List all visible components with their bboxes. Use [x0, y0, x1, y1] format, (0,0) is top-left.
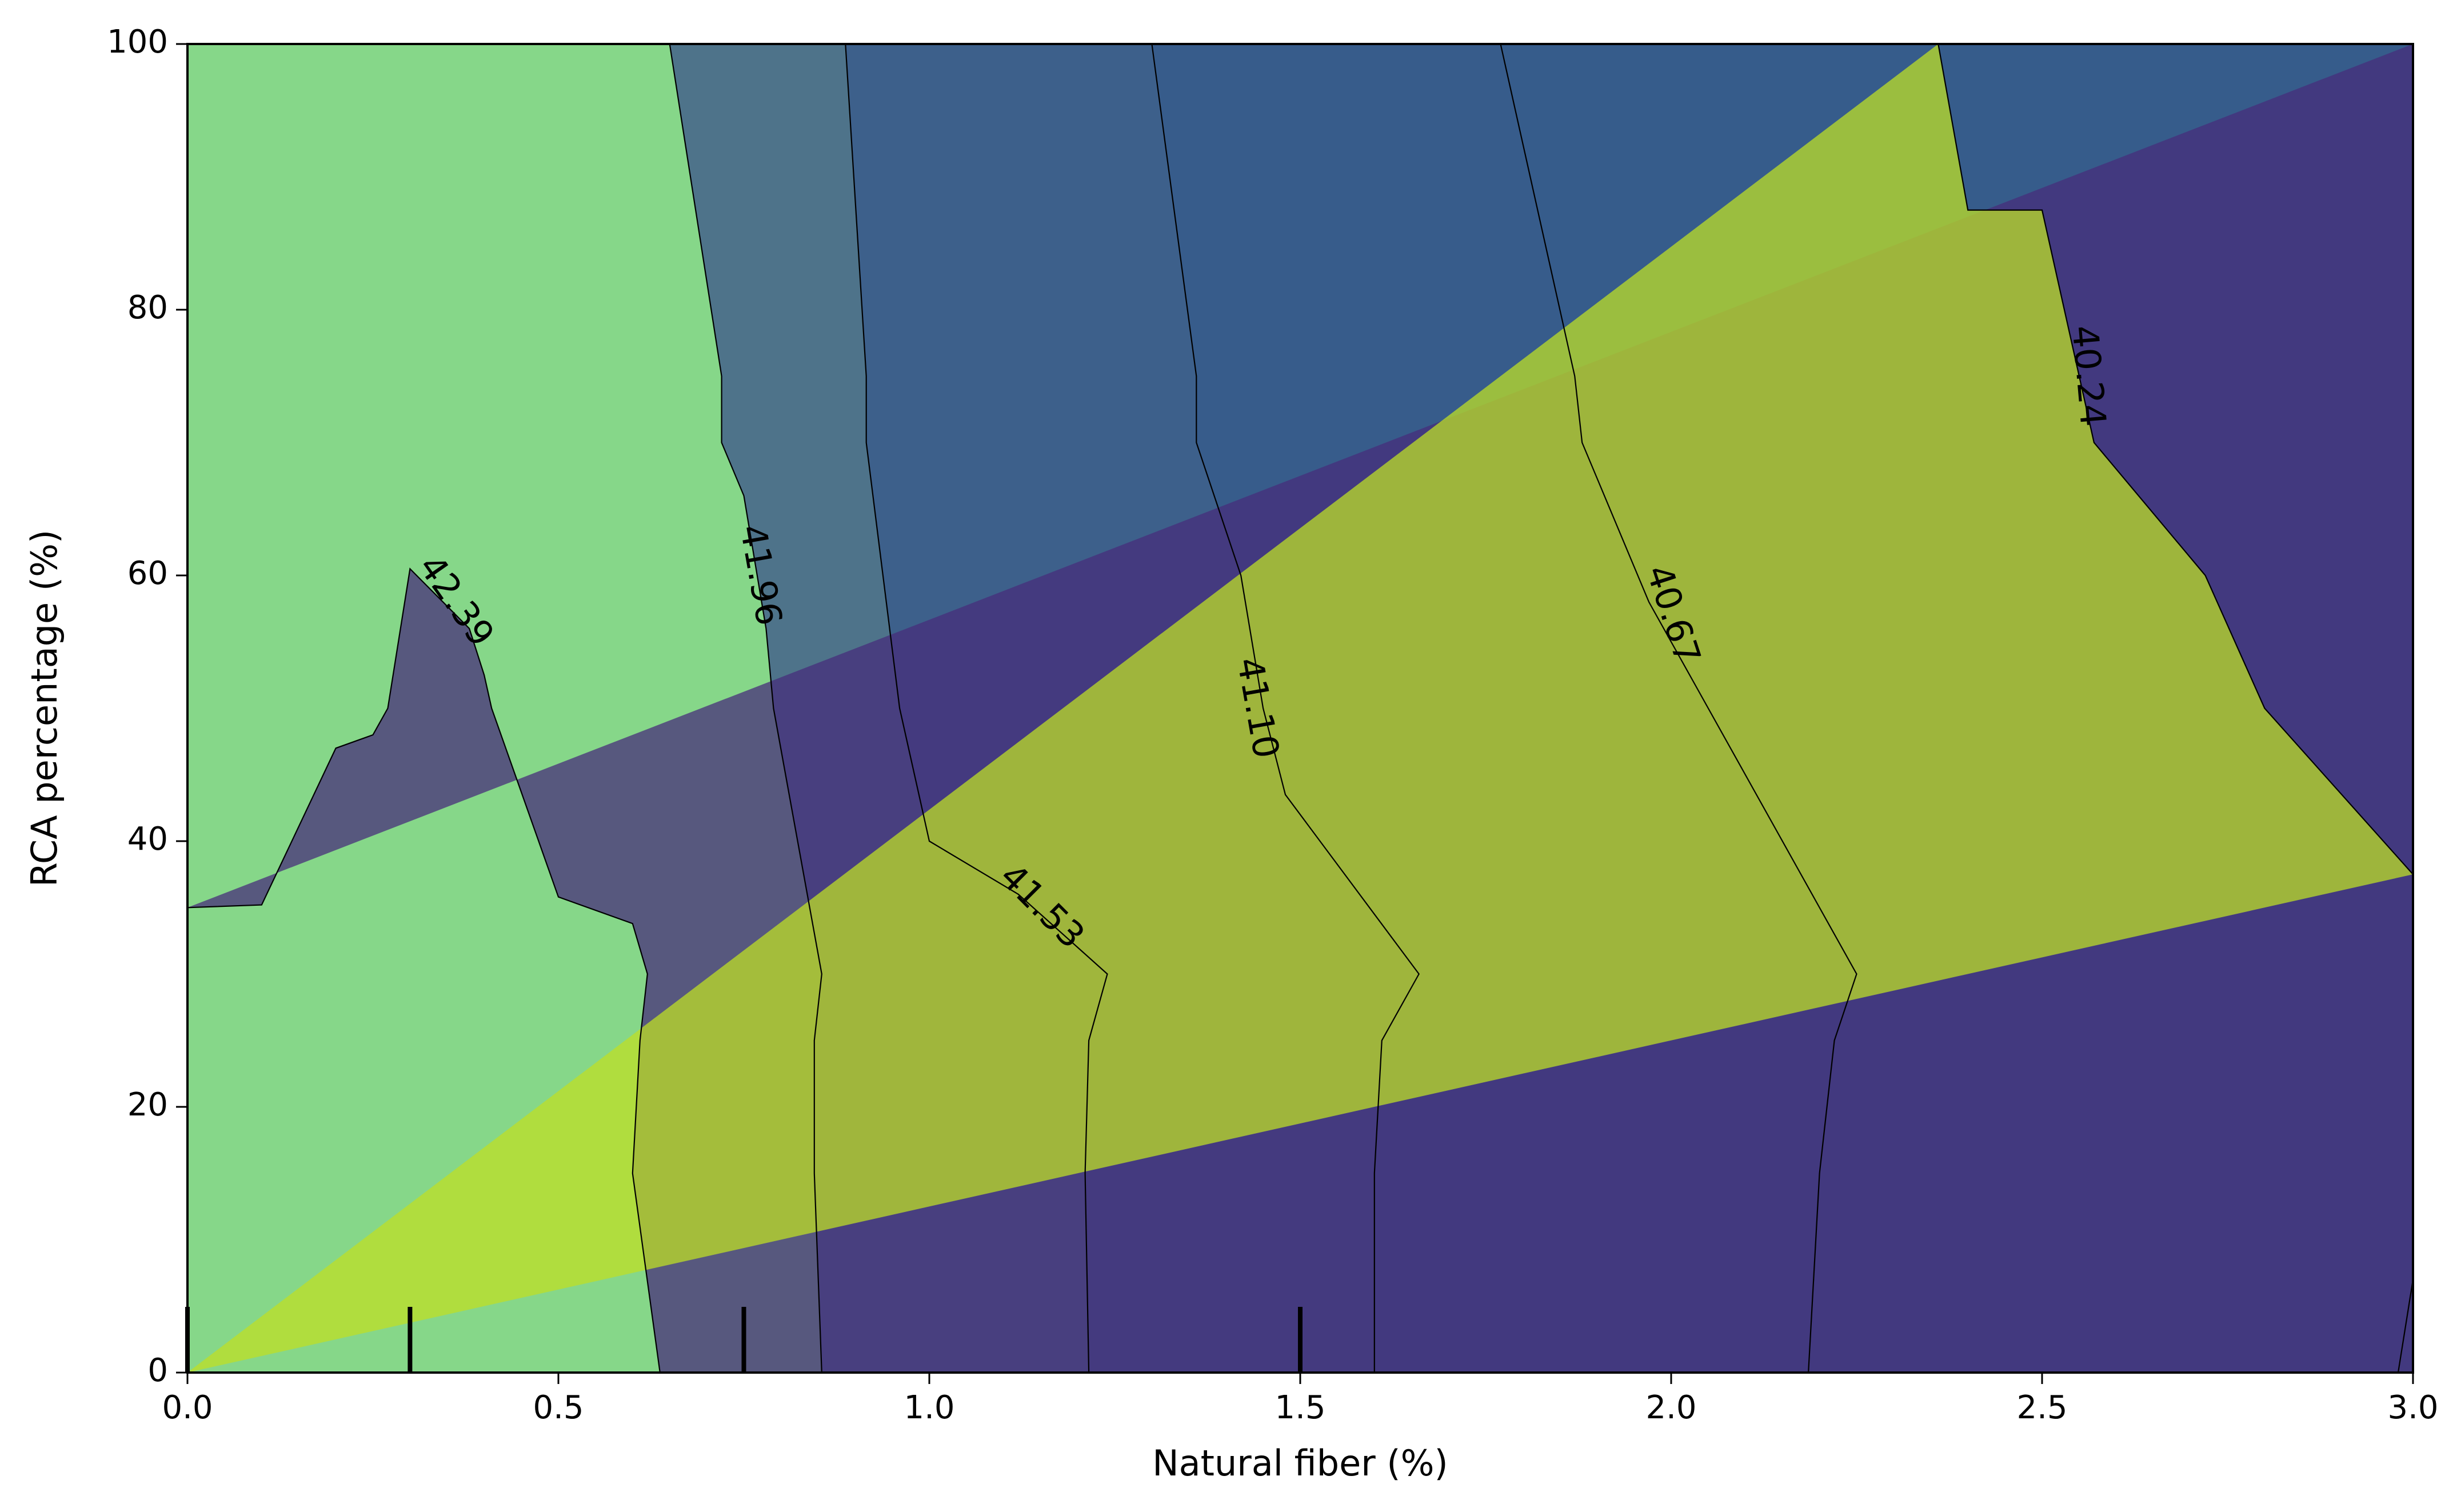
- x-tick-label: 0.5: [533, 1389, 584, 1426]
- x-tick-label: 1.0: [904, 1389, 954, 1426]
- contour-line: [1151, 44, 1420, 1373]
- x-tick-label: 1.5: [1275, 1389, 1325, 1426]
- contour-line: [1937, 44, 2413, 875]
- contour-line: [187, 567, 661, 1373]
- x-axis-label: Natural fiber (%): [1152, 1442, 1448, 1484]
- y-tick-label: 100: [107, 23, 168, 61]
- contour-line: [1500, 44, 1857, 1373]
- contour-line: [845, 44, 1108, 1373]
- contour-line: [2397, 1279, 2413, 1373]
- x-tick-label: 0.0: [162, 1389, 213, 1426]
- contour-lines: [187, 44, 2413, 1373]
- contour-label: 40.24: [2064, 323, 2114, 428]
- x-axis-ticks: 0.0 0.5 1.0 1.5 2.0 2.5 3.0: [162, 1373, 2439, 1426]
- y-tick-label: 60: [127, 555, 168, 592]
- y-tick-label: 40: [127, 821, 168, 858]
- y-tick-label: 0: [147, 1352, 168, 1389]
- y-tick-label: 80: [127, 289, 168, 326]
- y-axis-label: RCA percentage (%): [23, 530, 65, 887]
- contour-bands: [187, 44, 2413, 1373]
- x-tick-label: 3.0: [2387, 1389, 2438, 1426]
- x-tick-label: 2.5: [2016, 1389, 2067, 1426]
- y-tick-label: 20: [127, 1086, 168, 1123]
- y-axis-ticks: 0 20 40 60 80 100: [107, 23, 187, 1389]
- x-tick-label: 2.0: [1645, 1389, 1696, 1426]
- contour-line: [669, 44, 822, 1373]
- contour-band: [187, 44, 2413, 1373]
